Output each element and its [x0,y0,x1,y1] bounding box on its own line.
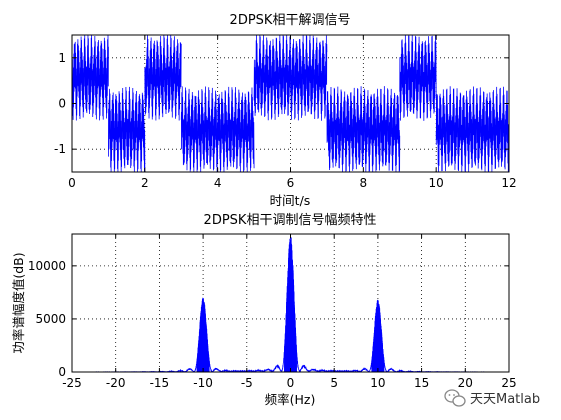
chart1-series [71,34,510,173]
x-tick-label: 20 [458,376,473,390]
y-tick-label: 1 [58,51,66,65]
x-tick-label: 10 [370,376,385,390]
watermark-text: 天天Matlab [470,392,540,407]
y-tick-label: -1 [54,142,66,156]
y-tick-label: 5000 [35,312,66,326]
spectrum-peak [371,300,385,372]
chart1-xlabel: 时间t/s [270,193,311,208]
y-tick-label: 10000 [28,259,66,273]
signal-segment [326,86,401,173]
x-tick-label: 10 [429,176,444,190]
x-tick-label: 25 [501,376,516,390]
x-tick-label: -25 [62,376,82,390]
signal-segment [108,86,146,173]
signal-segment [180,86,255,173]
signal-segment [435,86,510,173]
x-tick-label: 4 [214,176,222,190]
x-tick-label: 0 [287,376,295,390]
chart1-ticks: 0 2 4 6 8 10 12 -1 0 1 [54,35,517,190]
wechat-icon [444,389,466,407]
chart-time-signal: 2DPSK相干解调信号 0 2 4 6 8 10 12 -1 0 1 时间t/s [54,13,517,208]
spectrum-peak [196,297,210,372]
chart2-ticks: -25 -20 -15 -10 -5 0 5 10 15 20 25 0 5000 10000 [28,234,517,390]
x-tick-label: 0 [68,176,76,190]
signal-segment [399,34,437,121]
chart-spectrum: 2DPSK相干调制信号幅频特性 -25 -20 -15 -10 -5 0 5 10 15 20 25… [11,213,517,407]
signal-segment [71,34,109,121]
chart1-title: 2DPSK相干解调信号 [230,13,351,28]
x-tick-label: 6 [287,176,295,190]
y-tick-label: 0 [58,365,66,379]
x-tick-label: 8 [360,176,368,190]
x-tick-label: 15 [414,376,429,390]
x-tick-label: 12 [501,176,516,190]
signal-segment [144,34,182,121]
signal-segment [253,34,328,121]
spectrum-peak [284,236,297,372]
chart2-title: 2DPSK相干调制信号幅频特性 [204,213,377,228]
x-tick-label: -10 [193,376,213,390]
watermark: 天天Matlab [444,389,540,407]
x-tick-label: -20 [106,376,126,390]
x-tick-label: -5 [241,376,253,390]
x-tick-label: 2 [141,176,149,190]
y-tick-label: 0 [58,97,66,111]
x-tick-label: 5 [330,376,338,390]
chart2-ylabel: 功率谱幅度值(dB) [11,252,26,353]
x-tick-label: -15 [150,376,170,390]
chart2-xlabel: 频率(Hz) [265,392,316,407]
